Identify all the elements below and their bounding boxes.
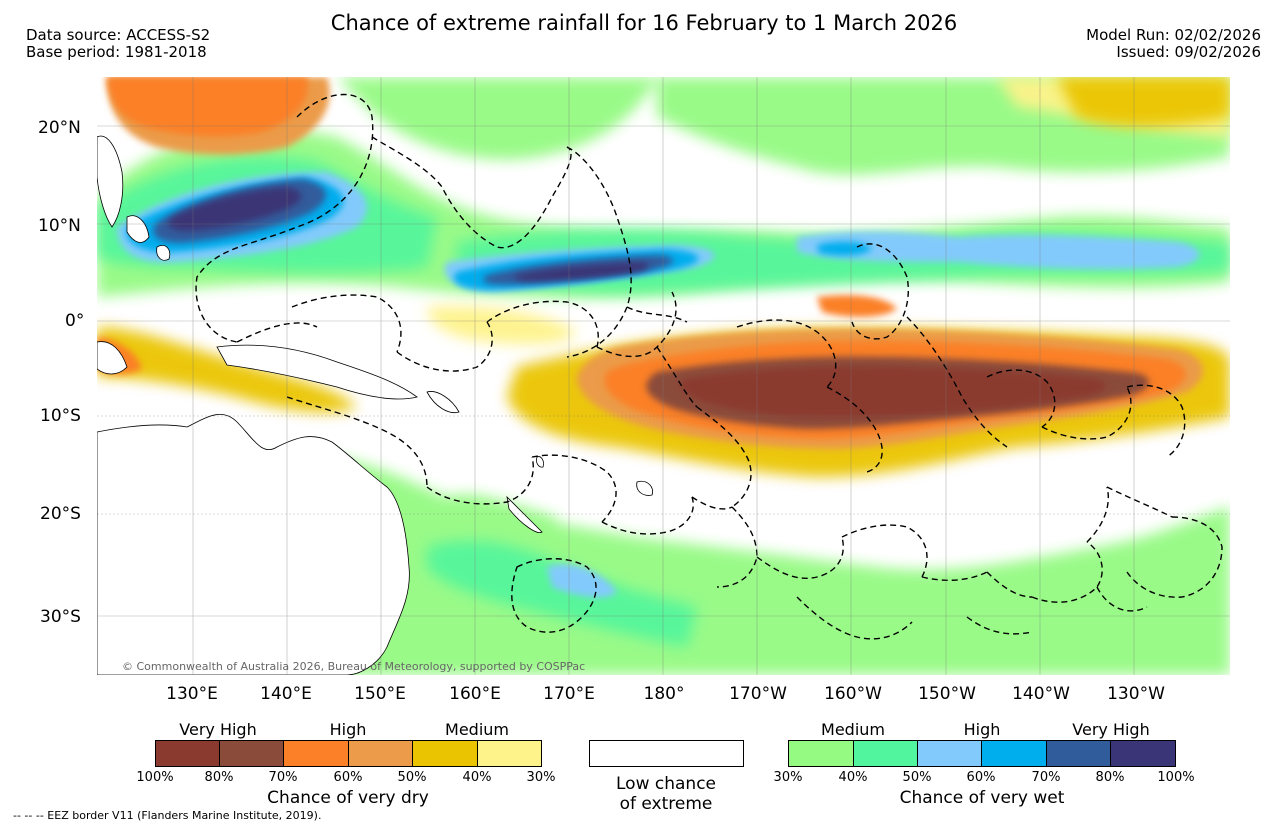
wet-tick-70: 70% (1031, 770, 1061, 785)
wet-tick-50: 50% (902, 770, 932, 785)
lon-label-130w: 130°W (1107, 684, 1165, 704)
wet-swatch-40-50 (853, 740, 918, 767)
dry-swatch-100-80 (155, 740, 220, 767)
wet-very-high-label: Very High (1072, 720, 1150, 739)
dry-tick-100: 100% (136, 770, 174, 785)
lon-label-140w: 140°W (1012, 684, 1070, 704)
dry-tick-50: 50% (397, 770, 427, 785)
data-source-text: Data source: ACCESS-S2 (26, 26, 211, 44)
dry-swatch-60-50 (348, 740, 413, 767)
dry-80-100-region (680, 366, 1107, 418)
map-copyright: © Commonwealth of Australia 2026, Bureau… (122, 660, 586, 673)
page-title: Chance of extreme rainfall for 16 Februa… (330, 11, 958, 35)
wet-swatch-60-70 (981, 740, 1047, 767)
wet-tick-100: 100% (1157, 770, 1195, 785)
dry-tick-60: 60% (333, 770, 363, 785)
wet-tick-40: 40% (838, 770, 868, 785)
land-outlines (97, 135, 654, 675)
dry-tick-80: 80% (204, 770, 234, 785)
wet-swatch-70-80 (1046, 740, 1111, 767)
rainfall-map (97, 77, 1230, 675)
low-chance-swatch (589, 740, 744, 767)
dry-tick-30: 30% (526, 770, 556, 785)
wet-tick-60: 60% (966, 770, 996, 785)
lat-label-10n: 10°N (38, 216, 81, 236)
model-run-text: Model Run: 02/02/2026 (1086, 26, 1261, 44)
wet-swatch-80-100 (1110, 740, 1176, 767)
wet-high-label: High (963, 720, 1001, 739)
wet-medium-label: Medium (821, 720, 885, 739)
eez-border-note: -- -- -- EEZ border V11 (Flanders Marine… (13, 809, 322, 822)
lat-label-20s: 20°S (40, 504, 81, 524)
wet-80-100-region (168, 187, 650, 281)
dry-swatch-40-30 (477, 740, 542, 767)
dry-very-high-label: Very High (179, 720, 257, 739)
base-period-text: Base period: 1981-2018 (26, 43, 207, 61)
wet-swatch-30-40 (788, 740, 854, 767)
lat-label-30s: 30°S (40, 607, 81, 627)
dry-legend-title: Chance of very dry (267, 788, 429, 808)
dry-swatch-50-40 (412, 740, 478, 767)
dry-high-label: High (329, 720, 367, 739)
low-chance-label-line1: Low chance (616, 774, 716, 794)
lon-label-130e: 130°E (166, 684, 218, 704)
lon-label-170e: 170°E (543, 684, 595, 704)
lon-label-180: 180° (643, 684, 685, 704)
low-chance-label-line2: of extreme (619, 794, 713, 814)
lon-label-140e: 140°E (260, 684, 312, 704)
lat-label-10s: 10°S (40, 406, 81, 426)
eez-borders (195, 93, 1223, 640)
lon-label-160w: 160°W (824, 684, 882, 704)
lat-label-20n: 20°N (38, 118, 81, 138)
dry-tick-40: 40% (462, 770, 492, 785)
lon-label-170w: 170°W (729, 684, 787, 704)
issued-text: Issued: 09/02/2026 (1116, 43, 1261, 61)
wet-tick-30: 30% (773, 770, 803, 785)
graticule (97, 77, 1230, 675)
lat-label-equator: 0° (65, 311, 85, 331)
dry-tick-70: 70% (268, 770, 298, 785)
dry-swatch-70-60 (283, 740, 349, 767)
dry-medium-label: Medium (445, 720, 509, 739)
wet-swatch-50-60 (917, 740, 982, 767)
lon-label-150e: 150°E (354, 684, 406, 704)
lon-label-160e: 160°E (449, 684, 501, 704)
wet-tick-80: 80% (1095, 770, 1125, 785)
lon-label-150w: 150°W (918, 684, 976, 704)
wet-legend-title: Chance of very wet (899, 788, 1065, 808)
dry-swatch-80-70 (219, 740, 284, 767)
